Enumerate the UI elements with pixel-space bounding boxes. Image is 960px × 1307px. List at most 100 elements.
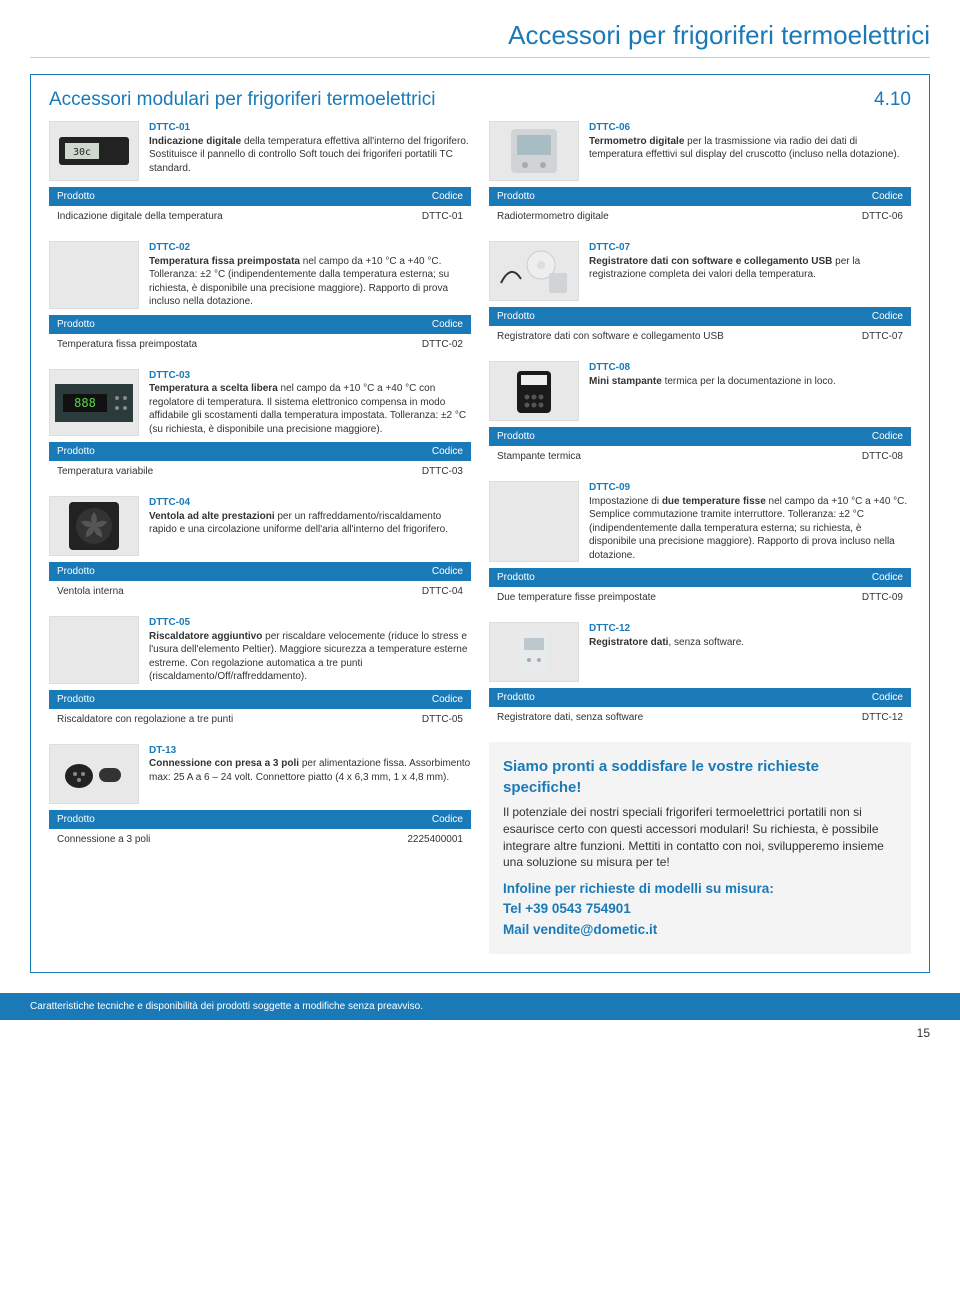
product-code: DTTC-08 xyxy=(589,361,836,375)
table-header-product: Prodotto xyxy=(49,690,323,709)
product-item: DT-13Connessione con presa a 3 poli per … xyxy=(49,744,471,804)
table-row: Registratore dati con software e collega… xyxy=(489,326,911,347)
product-description: DTTC-03Temperatura a scelta libera nel c… xyxy=(149,369,471,437)
note-phone: Tel +39 0543 754901 xyxy=(503,899,897,919)
table-row: Temperatura fissa preimpostataDTTC-02 xyxy=(49,334,471,355)
table-cell-product: Radiotermometro digitale xyxy=(489,206,763,227)
table-header-code: Codice xyxy=(763,568,911,587)
table-cell-product: Ventola interna xyxy=(49,581,323,602)
product-code: DTTC-09 xyxy=(589,481,911,495)
table-header-code: Codice xyxy=(763,307,911,326)
product-thumbnail xyxy=(489,481,579,562)
table-header-code: Codice xyxy=(763,187,911,206)
product-bold: Temperatura a scelta libera xyxy=(149,383,278,394)
table-header-product: Prodotto xyxy=(489,307,763,326)
table-header-code: Codice xyxy=(323,690,471,709)
product-bold: Registratore dati con software e collega… xyxy=(589,256,832,267)
product-table: ProdottoCodiceConnessione a 3 poli222540… xyxy=(49,810,471,850)
note-title: Siamo pronti a soddisfare le vostre rich… xyxy=(503,756,897,798)
product-code: DTTC-03 xyxy=(149,369,471,383)
table-cell-product: Indicazione digitale della temperatura xyxy=(49,206,323,227)
table-row: Registratore dati, senza softwareDTTC-12 xyxy=(489,707,911,728)
table-header-code: Codice xyxy=(323,562,471,581)
product-text: Impostazione di xyxy=(589,496,662,507)
product-thumbnail xyxy=(49,496,139,556)
table-row: Temperatura variabileDTTC-03 xyxy=(49,461,471,482)
table-cell-code: DTTC-06 xyxy=(763,206,911,227)
table-cell-code: 2225400001 xyxy=(323,829,471,850)
product-table: ProdottoCodiceDue temperature fisse prei… xyxy=(489,568,911,608)
table-header-product: Prodotto xyxy=(49,187,323,206)
product-text: , senza software. xyxy=(668,637,744,648)
product-thumbnail xyxy=(489,361,579,421)
product-bold: Indicazione digitale xyxy=(149,136,241,147)
product-code: DTTC-01 xyxy=(149,121,471,135)
table-header-product: Prodotto xyxy=(49,315,323,334)
page-title: Accessori per frigoriferi termoelettrici xyxy=(30,20,930,58)
content-box: Accessori modulari per frigoriferi termo… xyxy=(30,74,930,973)
table-header-product: Prodotto xyxy=(49,810,323,829)
right-column: DTTC-06Termometro digitale per la trasmi… xyxy=(489,121,911,954)
product-thumbnail xyxy=(49,241,139,309)
product-item: DTTC-08Mini stampante termica per la doc… xyxy=(489,361,911,421)
product-code: DT-13 xyxy=(149,744,471,758)
note-contact-title: Infoline per richieste di modelli su mis… xyxy=(503,879,897,899)
table-row: Stampante termicaDTTC-08 xyxy=(489,446,911,467)
product-item: 30c DTTC-01Indicazione digitale della tem… xyxy=(49,121,471,181)
product-table: ProdottoCodiceRegistratore dati, senza s… xyxy=(489,688,911,728)
table-cell-code: DTTC-07 xyxy=(763,326,911,347)
table-cell-code: DTTC-04 xyxy=(323,581,471,602)
product-code: DTTC-02 xyxy=(149,241,471,255)
product-bold: due temperature fisse xyxy=(662,496,766,507)
svg-text:30c: 30c xyxy=(73,147,91,158)
product-table: ProdottoCodiceRegistratore dati con soft… xyxy=(489,307,911,347)
product-thumbnail xyxy=(489,241,579,301)
product-table: ProdottoCodiceTemperatura variabileDTTC-… xyxy=(49,442,471,482)
note-body: Il potenziale dei nostri speciali frigor… xyxy=(503,804,897,871)
page-footer: Caratteristiche tecniche e disponibilità… xyxy=(0,993,960,1020)
table-cell-product: Riscaldatore con regolazione a tre punti xyxy=(49,709,323,730)
table-cell-product: Connessione a 3 poli xyxy=(49,829,323,850)
table-header-code: Codice xyxy=(323,315,471,334)
product-code: DTTC-04 xyxy=(149,496,471,510)
table-cell-code: DTTC-02 xyxy=(323,334,471,355)
table-cell-code: DTTC-12 xyxy=(763,707,911,728)
product-description: DTTC-06Termometro digitale per la trasmi… xyxy=(589,121,911,181)
table-header-code: Codice xyxy=(323,810,471,829)
product-description: DTTC-08Mini stampante termica per la doc… xyxy=(589,361,836,421)
product-description: DTTC-01Indicazione digitale della temper… xyxy=(149,121,471,181)
table-cell-product: Registratore dati, senza software xyxy=(489,707,763,728)
table-header-product: Prodotto xyxy=(49,562,323,581)
product-code: DTTC-07 xyxy=(589,241,911,255)
note-box: Siamo pronti a soddisfare le vostre rich… xyxy=(489,742,911,954)
product-description: DT-13Connessione con presa a 3 poli per … xyxy=(149,744,471,804)
table-cell-code: DTTC-05 xyxy=(323,709,471,730)
product-item: DTTC-05Riscaldatore aggiuntivo per risca… xyxy=(49,616,471,684)
product-item: DTTC-12Registratore dati, senza software… xyxy=(489,622,911,682)
product-item: DTTC-02Temperatura fissa preimpostata ne… xyxy=(49,241,471,309)
product-table: ProdottoCodiceStampante termicaDTTC-08 xyxy=(489,427,911,467)
table-row: Indicazione digitale della temperaturaDT… xyxy=(49,206,471,227)
table-row: Ventola internaDTTC-04 xyxy=(49,581,471,602)
product-description: DTTC-04Ventola ad alte prestazioni per u… xyxy=(149,496,471,556)
product-thumbnail: 888 xyxy=(49,369,139,437)
table-cell-product: Stampante termica xyxy=(489,446,763,467)
product-table: ProdottoCodiceRadiotermometro digitaleDT… xyxy=(489,187,911,227)
product-code: DTTC-12 xyxy=(589,622,744,636)
note-contact: Infoline per richieste di modelli su mis… xyxy=(503,879,897,940)
table-cell-product: Temperatura fissa preimpostata xyxy=(49,334,323,355)
box-header: Accessori modulari per frigoriferi termo… xyxy=(49,89,911,111)
product-table: ProdottoCodiceTemperatura fissa preimpos… xyxy=(49,315,471,355)
product-table: ProdottoCodiceVentola internaDTTC-04 xyxy=(49,562,471,602)
product-thumbnail: 30c xyxy=(49,121,139,181)
product-code: DTTC-06 xyxy=(589,121,911,135)
table-cell-product: Registratore dati con software e collega… xyxy=(489,326,763,347)
left-column: 30cDTTC-01Indicazione digitale della tem… xyxy=(49,121,471,954)
product-thumbnail xyxy=(489,622,579,682)
svg-text:888: 888 xyxy=(74,396,96,410)
table-row: Riscaldatore con regolazione a tre punti… xyxy=(49,709,471,730)
footer-text: Caratteristiche tecniche e disponibilità… xyxy=(30,1001,423,1012)
table-header-product: Prodotto xyxy=(489,427,763,446)
table-row: Radiotermometro digitaleDTTC-06 xyxy=(489,206,911,227)
table-cell-product: Due temperature fisse preimpostate xyxy=(489,587,763,608)
